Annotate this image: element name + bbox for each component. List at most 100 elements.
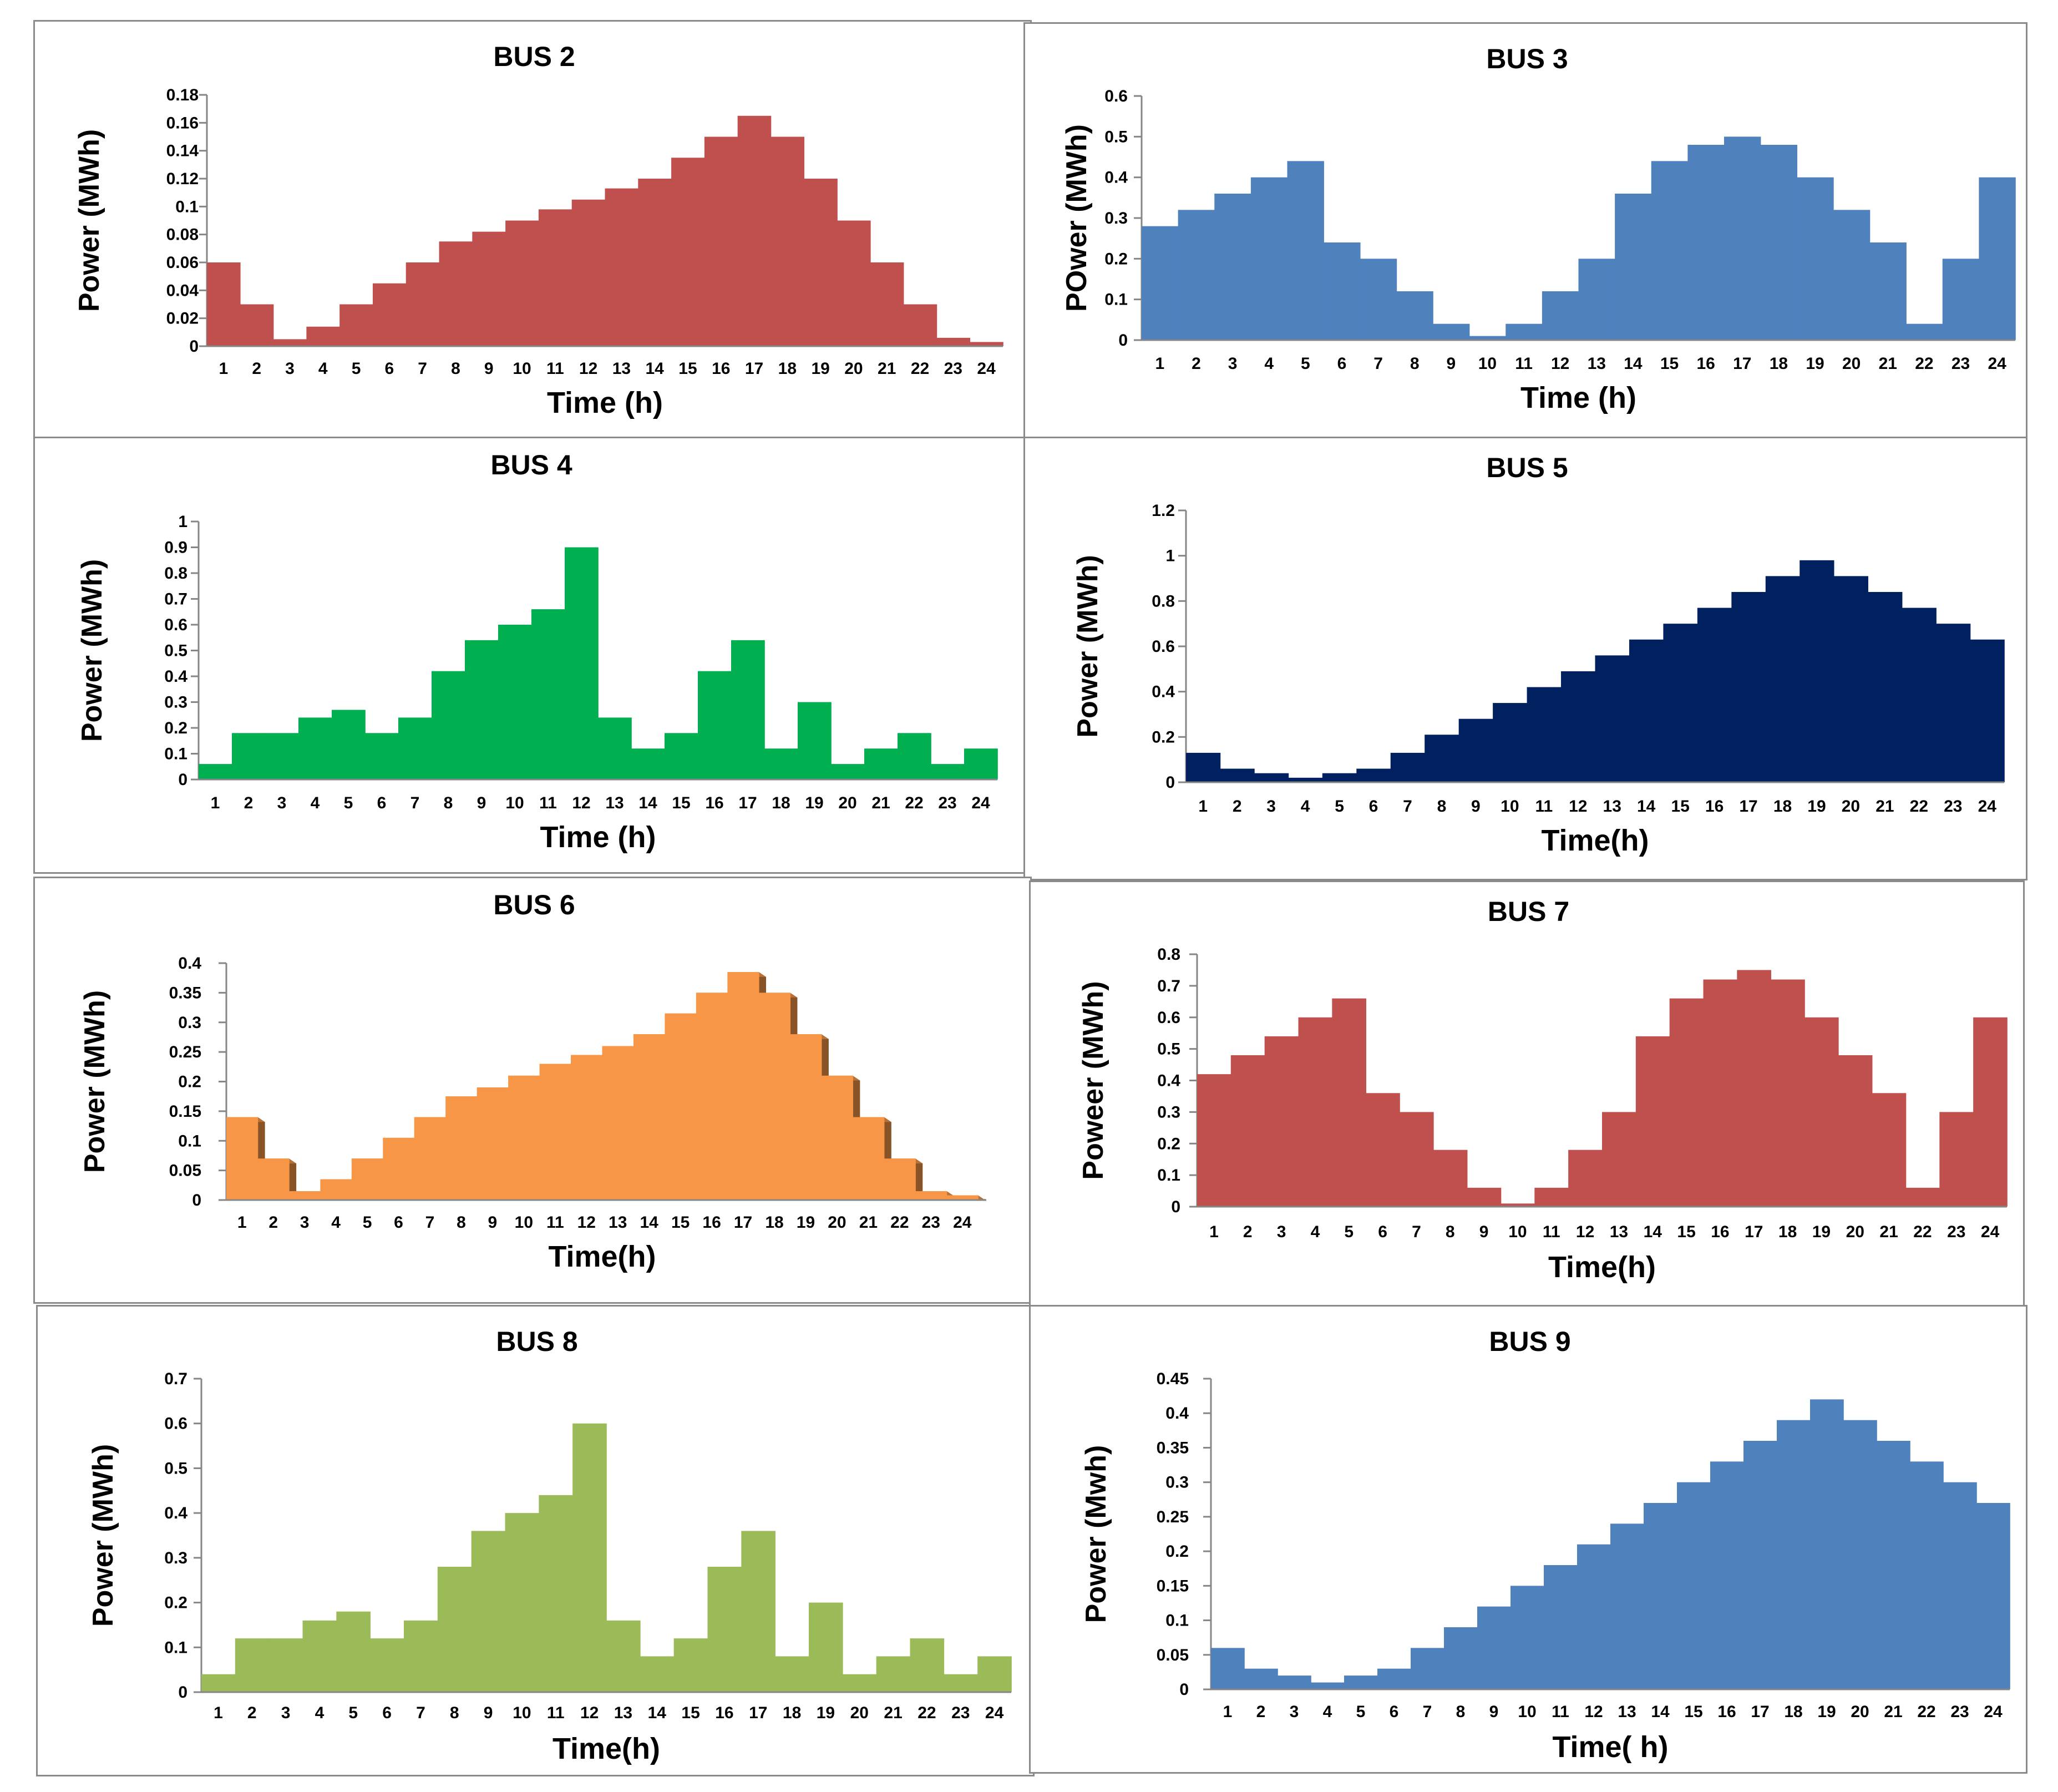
chart-panel-bus-7: BUS 7 0 0.1 0.2 0.3 0.4 0.5 0.6 0.7 0.8 1 2 3 4 5 6 7 8 9 1…	[1029, 880, 2025, 1308]
x-tick-label: 5	[363, 1213, 372, 1232]
x-tick-label: 8	[1456, 1703, 1466, 1721]
bar	[771, 136, 805, 346]
x-tick-label: 14	[1624, 355, 1643, 373]
x-tick-label: 17	[1745, 1223, 1763, 1241]
x-tick-label: 5	[1356, 1703, 1366, 1721]
bar	[1976, 1503, 2010, 1689]
bar	[508, 1075, 540, 1200]
chart-svg-bus-3: BUS 300.10.20.30.40.50.61 2 3 4 5 6 7 8 9 10 11 12 1…	[1061, 43, 2016, 414]
x-tick-label: 17	[738, 794, 757, 812]
y-tick-label: 0.4	[178, 954, 201, 973]
y-tick-label: 0.35	[169, 984, 201, 1002]
bar	[1288, 777, 1323, 782]
x-tick-label: 1	[219, 360, 229, 378]
bar	[339, 304, 373, 346]
bar	[1615, 194, 1652, 340]
x-tick-label: 13	[1610, 1223, 1628, 1241]
bar	[1902, 608, 1937, 782]
bar	[1804, 1017, 1839, 1207]
x-tick-label: 3	[281, 1704, 291, 1722]
bar	[306, 326, 340, 346]
x-tick-label: 9	[1446, 355, 1456, 373]
x-tick-label: 9	[1479, 1223, 1489, 1241]
x-tick-label: 5	[352, 360, 361, 378]
bar	[1810, 1399, 1844, 1689]
x-tick-label: 6	[385, 360, 394, 378]
x-tick-label: 17	[1739, 797, 1757, 816]
y-tick-label: 0.9	[164, 539, 187, 557]
bar	[884, 1158, 916, 1200]
bar	[1411, 1648, 1444, 1689]
bar	[432, 671, 465, 779]
x-tick-label: 20	[850, 1704, 869, 1722]
bar	[910, 1638, 945, 1692]
bar	[1577, 1544, 1611, 1689]
x-tick-label: 10	[513, 360, 531, 378]
y-tick-label: 0.04	[166, 281, 199, 300]
y-tick-label: 0.3	[164, 1549, 187, 1567]
bar	[1663, 624, 1698, 782]
x-tick-label: 7	[425, 1213, 435, 1232]
bar	[1973, 1017, 2008, 1207]
chart-svg-bus-4: BUS 400.10.20.30.40.50.60.70.80.911 2 3 4 5 6…	[76, 449, 998, 854]
x-tick-label: 24	[977, 360, 996, 378]
x-tick-label: 15	[1671, 797, 1689, 816]
x-tick-label: 2	[252, 360, 261, 378]
x-tick-label: 11	[546, 1213, 564, 1232]
x-tick-label: 20	[1842, 355, 1861, 373]
bar	[1534, 1187, 1569, 1207]
x-tick-label: 9	[484, 360, 494, 378]
y-tick-label: 0.6	[164, 616, 187, 634]
bar	[1800, 560, 1834, 782]
y-tick-label: 0.7	[1157, 977, 1180, 995]
x-tick-label: 23	[1950, 1703, 1969, 1721]
x-tick-label: 10	[515, 1213, 533, 1232]
bar	[1250, 177, 1288, 340]
y-tick-label: 0.15	[1157, 1577, 1189, 1595]
x-tick-label: 8	[1410, 355, 1420, 373]
y-axis-label: Power (Mwh)	[1080, 1445, 1112, 1623]
bar	[870, 262, 904, 346]
x-tick-label: 13	[609, 1213, 627, 1232]
bar	[1687, 145, 1725, 340]
x-tick-label: 19	[1817, 1703, 1836, 1721]
bar	[571, 1055, 603, 1200]
x-tick-label: 18	[772, 794, 790, 812]
y-tick-label: 1	[178, 513, 187, 531]
bar	[864, 748, 898, 779]
y-tick-label: 0.4	[1165, 1404, 1189, 1423]
x-tick-label: 4	[318, 360, 328, 378]
bar	[631, 748, 665, 779]
x-axis-label: Time(h)	[552, 1732, 660, 1765]
bar	[707, 1567, 742, 1692]
y-tick-label: 0.2	[178, 1073, 201, 1091]
bar	[809, 1602, 843, 1692]
bar	[257, 1158, 290, 1200]
bar	[1703, 979, 1738, 1207]
x-axis-label: Time( h)	[1552, 1730, 1668, 1764]
x-tick-label: 4	[1311, 1223, 1320, 1241]
x-tick-label: 16	[715, 1704, 733, 1722]
bar	[320, 1179, 352, 1200]
y-tick-label: 0.2	[164, 719, 187, 737]
x-tick-label: 23	[938, 794, 956, 812]
bar	[1527, 687, 1562, 782]
x-tick-label: 7	[410, 794, 420, 812]
chart-panel-bus-4: BUS 4 0 0.1 0.2 0.3 0.4 0.5 0.6 0.7 0.8 0.9 1 1 2 3 4 5 6…	[33, 437, 1026, 874]
y-tick-label: 0.6	[164, 1415, 187, 1433]
bar	[471, 1531, 506, 1692]
bar	[606, 1620, 641, 1692]
bar	[1493, 703, 1528, 782]
x-tick-label: 1	[1198, 797, 1208, 816]
bar	[265, 733, 299, 779]
bar	[1979, 177, 2016, 340]
x-tick-label: 1	[237, 1213, 247, 1232]
bar	[758, 993, 791, 1200]
y-tick-label: 0.1	[1104, 291, 1128, 309]
chart-panel-bus-8: BUS 8 0 0.1 0.2 0.3 0.4 0.5 0.6 0.7 1 2 3 4 5 6 7 8 9 10 11…	[36, 1305, 1035, 1776]
x-tick-label: 2	[1256, 1703, 1266, 1721]
bar	[405, 262, 440, 346]
bar	[602, 1046, 634, 1200]
bar	[731, 640, 765, 779]
x-tick-label: 18	[783, 1704, 801, 1722]
